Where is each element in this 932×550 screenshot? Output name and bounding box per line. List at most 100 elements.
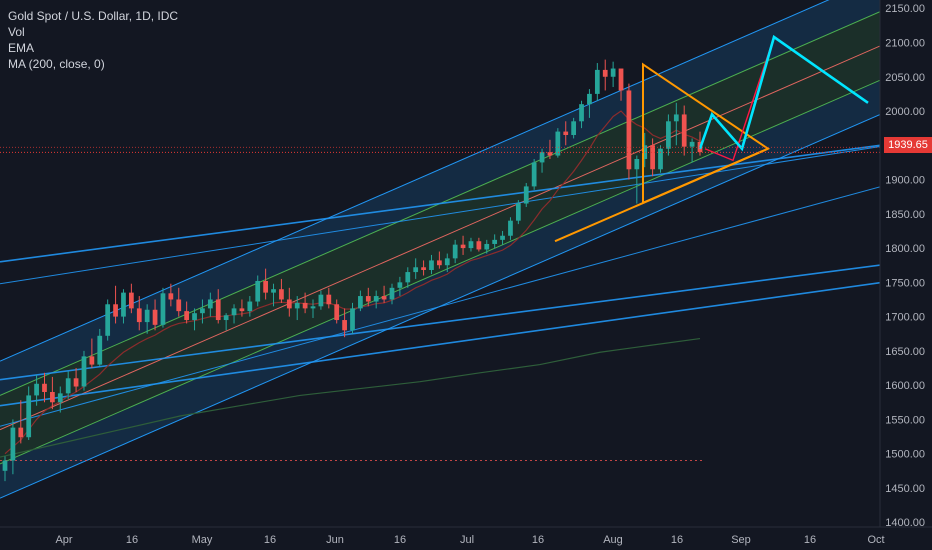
channel-inner-lower-line[interactable] — [0, 57, 932, 465]
candle-body[interactable] — [358, 296, 363, 309]
candle-body[interactable] — [421, 267, 426, 271]
candle-body[interactable] — [215, 299, 221, 321]
candle-body[interactable] — [310, 306, 316, 309]
candle-body[interactable] — [365, 296, 371, 302]
candle-body[interactable] — [342, 320, 347, 331]
candle-body[interactable] — [618, 68, 624, 91]
candle-body[interactable] — [571, 121, 577, 136]
candle-body[interactable] — [286, 299, 292, 309]
candle-body[interactable] — [547, 152, 553, 156]
triangle-pattern[interactable] — [554, 62, 771, 243]
trendline[interactable] — [0, 137, 932, 285]
candle-body[interactable] — [34, 383, 39, 396]
candle-body[interactable] — [97, 335, 103, 365]
candle-body[interactable] — [515, 203, 521, 221]
candle-body[interactable] — [681, 114, 687, 147]
candle-body[interactable] — [207, 299, 213, 309]
candle-body[interactable] — [200, 308, 205, 314]
time-axis[interactable]: Apr 16 May 16 Jun 16 Jul 16 Aug 16 Sep 16 Oct — [0, 526, 932, 550]
trendline[interactable] — [0, 257, 932, 381]
candle-body[interactable] — [136, 308, 142, 323]
candle-body[interactable] — [263, 280, 268, 293]
candle-body[interactable] — [397, 282, 403, 288]
regression-channel[interactable] — [0, 0, 932, 499]
candle-body[interactable] — [113, 304, 118, 317]
candle-body[interactable] — [247, 301, 253, 312]
candle-body[interactable] — [452, 244, 458, 259]
candle-body[interactable] — [152, 309, 158, 325]
candle-body[interactable] — [594, 69, 600, 94]
candle-body[interactable] — [73, 378, 79, 387]
candle-body[interactable] — [666, 121, 671, 149]
candle-body[interactable] — [658, 148, 663, 170]
candle-body[interactable] — [350, 308, 355, 331]
candle-body[interactable] — [460, 244, 466, 249]
candle-body[interactable] — [50, 391, 55, 403]
candle-body[interactable] — [144, 309, 150, 323]
candle-body[interactable] — [294, 302, 300, 309]
candle-body[interactable] — [176, 299, 182, 312]
candle-body[interactable] — [160, 293, 166, 325]
triangle-support-line[interactable] — [554, 147, 769, 243]
volume-indicator-label[interactable]: Vol — [8, 25, 25, 39]
candle-body[interactable] — [18, 427, 24, 438]
candle-body[interactable] — [255, 280, 261, 302]
candle-body[interactable] — [239, 308, 245, 312]
symbol-title[interactable]: Gold Spot / U.S. Dollar, 1D, IDC — [8, 9, 179, 23]
candle-body[interactable] — [128, 292, 134, 309]
candle-body[interactable] — [373, 296, 379, 302]
candle-body[interactable] — [302, 302, 308, 309]
candle-body[interactable] — [57, 393, 63, 403]
candle-body[interactable] — [223, 315, 229, 321]
candle-body[interactable] — [429, 260, 434, 271]
ma-indicator-label[interactable]: MA (200, close, 0) — [8, 57, 105, 71]
candle-body[interactable] — [405, 272, 411, 283]
candle-body[interactable] — [468, 241, 474, 249]
trendline[interactable] — [0, 274, 932, 407]
channel-upper-line[interactable] — [0, 0, 932, 362]
candle-body[interactable] — [26, 395, 32, 438]
projection-path[interactable] — [698, 34, 869, 152]
candle-body[interactable] — [523, 186, 529, 204]
candle-body[interactable] — [326, 294, 332, 305]
candle-body[interactable] — [673, 114, 679, 122]
candle-body[interactable] — [279, 289, 284, 300]
candle-body[interactable] — [10, 427, 16, 461]
candle-body[interactable] — [105, 304, 111, 336]
candle-body[interactable] — [318, 294, 324, 307]
candle-body[interactable] — [508, 220, 513, 236]
candle-body[interactable] — [484, 243, 490, 250]
candle-body[interactable] — [389, 287, 395, 300]
candle-body[interactable] — [271, 289, 276, 293]
candle-body[interactable] — [192, 313, 197, 321]
candle-body[interactable] — [563, 131, 569, 136]
candle-body[interactable] — [2, 460, 8, 471]
ema-indicator-label[interactable]: EMA — [8, 41, 35, 55]
candle-body[interactable] — [579, 104, 584, 122]
candle-body[interactable] — [642, 145, 648, 159]
candle-body[interactable] — [184, 311, 190, 321]
candles[interactable] — [2, 59, 703, 482]
candle-body[interactable] — [500, 235, 505, 240]
candle-body[interactable] — [168, 293, 174, 300]
candle-body[interactable] — [610, 68, 616, 77]
candle-body[interactable] — [587, 93, 592, 105]
candle-body[interactable] — [476, 241, 482, 250]
candle-body[interactable] — [89, 356, 95, 365]
candle-body[interactable] — [413, 267, 419, 273]
candle-body[interactable] — [689, 141, 695, 147]
candle-body[interactable] — [539, 152, 545, 163]
candle-body[interactable] — [444, 258, 450, 266]
candle-body[interactable] — [437, 260, 442, 266]
candle-body[interactable] — [381, 296, 387, 300]
candle-body[interactable] — [231, 308, 237, 316]
candle-body[interactable] — [65, 378, 71, 394]
candle-body[interactable] — [626, 90, 632, 170]
candle-body[interactable] — [650, 145, 655, 170]
candle-body[interactable] — [555, 131, 561, 156]
candle-body[interactable] — [81, 356, 87, 387]
candle-body[interactable] — [121, 292, 126, 317]
candle-body[interactable] — [42, 383, 47, 392]
